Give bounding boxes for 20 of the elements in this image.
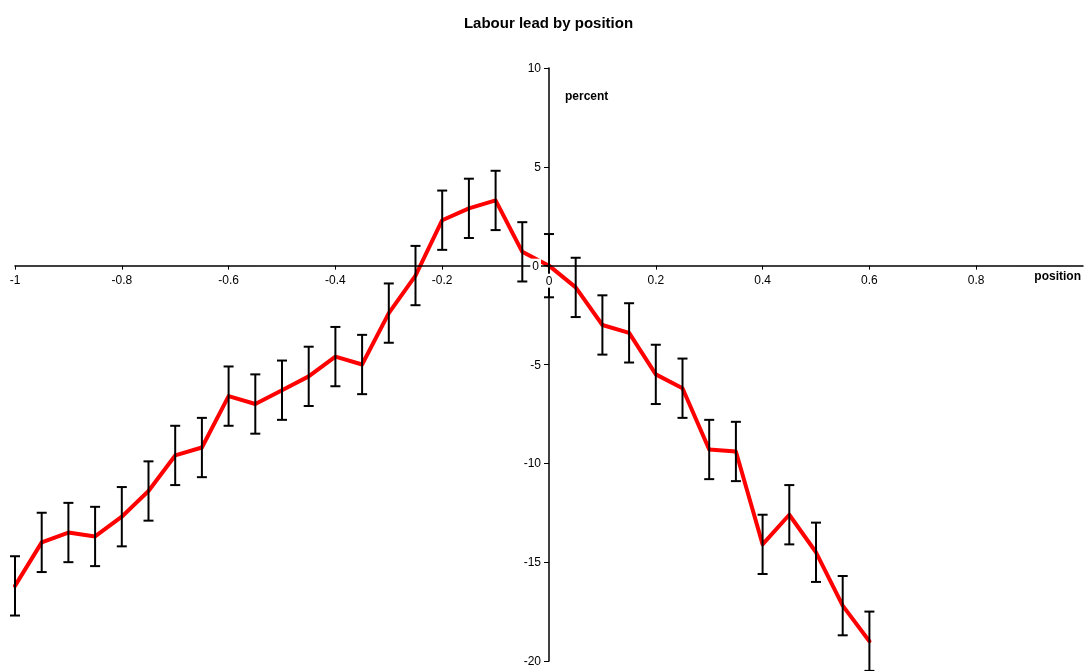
x-tick-label: 0 [545,273,553,288]
x-tick-label: 0.6 [861,272,879,287]
x-tick-label: -0.4 [325,272,347,287]
x-tick-label: 0.8 [967,272,985,287]
y-tick-label: -15 [523,555,542,570]
x-tick-label: -0.8 [111,272,133,287]
y-tick-label: -10 [523,456,542,471]
x-tick-label: -1 [9,272,21,287]
x-tick-label: -0.6 [218,272,240,287]
x-axis-title: position [1034,268,1081,283]
y-tick-label: -5 [530,357,542,372]
y-tick-label: -20 [523,654,542,668]
y-tick-label: 5 [534,159,542,174]
x-tick-label: -0.2 [431,272,453,287]
chart-title: Labour lead by position [463,14,634,31]
y-tick-label: 10 [527,61,542,75]
x-tick-label: 0.4 [754,272,772,287]
y-tick-label: 0 [532,258,540,273]
y-axis-title: percent [565,89,609,103]
x-tick-label: 0.2 [647,272,665,287]
